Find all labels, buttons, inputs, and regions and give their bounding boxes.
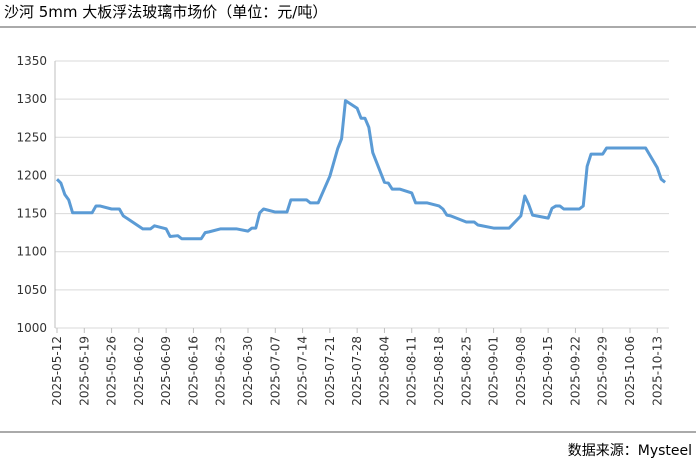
x-tick-label: 2025-06-02 xyxy=(132,336,146,406)
x-tick-label: 2025-06-30 xyxy=(241,336,255,406)
x-tick-label: 2025-08-18 xyxy=(432,336,446,406)
x-tick-label: 2025-09-29 xyxy=(596,336,610,406)
y-tick-label: 1000 xyxy=(16,321,47,335)
x-tick-label: 2025-10-06 xyxy=(623,336,637,406)
x-tick-label: 2025-09-15 xyxy=(541,336,555,406)
y-tick-label: 1250 xyxy=(16,130,47,144)
x-tick-label: 2025-07-07 xyxy=(268,336,282,406)
y-tick-label: 1150 xyxy=(16,207,47,221)
y-tick-label: 1200 xyxy=(16,168,47,182)
x-tick-label: 2025-06-16 xyxy=(186,336,200,406)
y-tick-label: 1300 xyxy=(16,92,47,106)
x-tick-label: 2025-09-22 xyxy=(568,336,582,406)
x-tick-label: 2025-07-28 xyxy=(350,336,364,406)
x-tick-label: 2025-06-23 xyxy=(214,336,228,406)
x-tick-label: 2025-05-12 xyxy=(50,336,64,406)
x-tick-label: 2025-10-13 xyxy=(650,336,664,406)
y-tick-label: 1350 xyxy=(16,54,47,68)
x-tick-label: 2025-07-21 xyxy=(323,336,337,406)
chart-title: 沙河 5mm 大板浮法玻璃市场价（单位：元/吨） xyxy=(4,3,327,21)
x-tick-label: 2025-08-11 xyxy=(405,336,419,406)
x-tick-label: 2025-05-19 xyxy=(77,336,91,406)
x-tick-label: 2025-07-14 xyxy=(296,336,310,406)
data-line xyxy=(55,99,667,241)
x-tick-label: 2025-09-01 xyxy=(487,336,501,406)
x-tick-label: 2025-05-26 xyxy=(105,336,119,406)
x-tick-label: 2025-08-04 xyxy=(377,336,391,406)
x-tick-label: 2025-09-08 xyxy=(514,336,528,406)
y-tick-label: 1100 xyxy=(16,245,47,259)
x-tick-label: 2025-06-09 xyxy=(159,336,173,406)
y-tick-label: 1050 xyxy=(16,283,47,297)
x-tick-label: 2025-08-25 xyxy=(459,336,473,406)
source: 数据来源：Mysteel xyxy=(568,443,692,459)
